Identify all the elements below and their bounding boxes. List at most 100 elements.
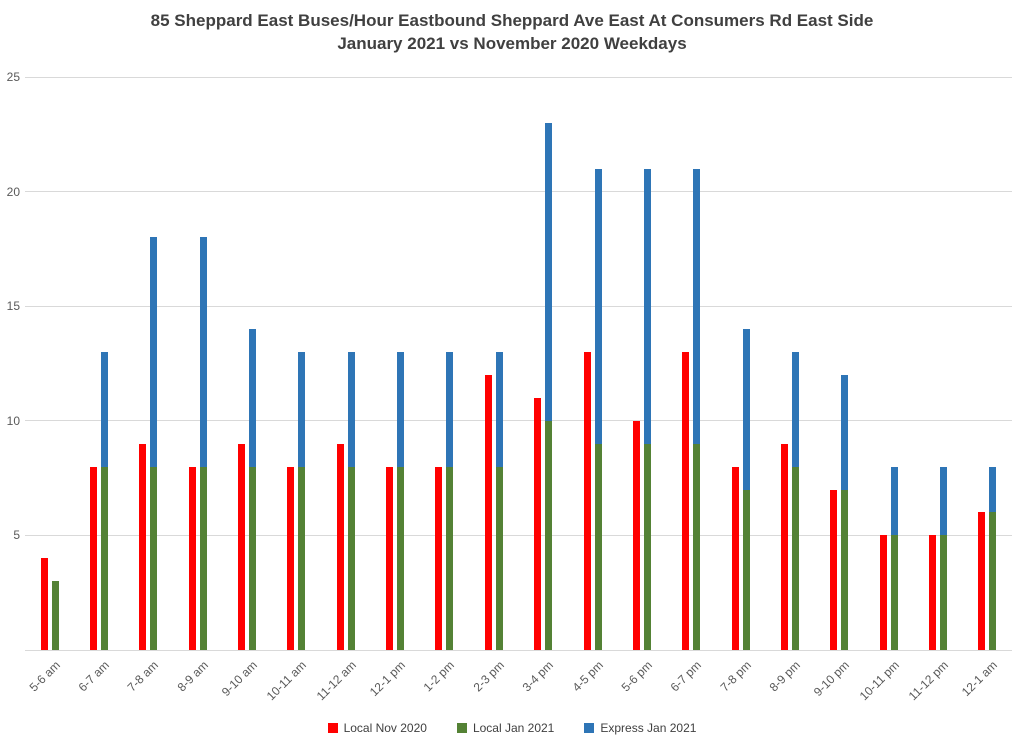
legend-item-express-jan-2021: Express Jan 2021 xyxy=(584,721,696,735)
y-axis-tick-label: 5 xyxy=(13,528,20,543)
bar-local-jan-2021 xyxy=(989,512,997,650)
x-axis-category-label: 9-10 pm xyxy=(811,658,853,700)
bar-express-jan-2021 xyxy=(298,352,306,467)
legend-label-express-jan-2021: Express Jan 2021 xyxy=(600,721,697,735)
x-axis-category-label: 12-1 am xyxy=(959,658,1001,700)
bar-express-jan-2021 xyxy=(347,352,355,467)
chart-title: 85 Sheppard East Buses/Hour Eastbound Sh… xyxy=(150,11,874,30)
bar-local-nov-2020 xyxy=(435,466,443,650)
x-axis-category-label: 7-8 am xyxy=(124,658,162,695)
bar-local-nov-2020 xyxy=(682,352,690,650)
bar-express-jan-2021 xyxy=(693,168,701,444)
bar-local-jan-2021 xyxy=(199,466,207,650)
x-axis-category-label: 5-6 pm xyxy=(618,658,655,695)
bar-express-jan-2021 xyxy=(199,237,207,467)
legend-label-local-nov-2020: Local Nov 2020 xyxy=(343,721,427,735)
bar-express-jan-2021 xyxy=(545,122,553,421)
x-axis-category-label: 2-3 pm xyxy=(470,658,507,695)
bar-local-jan-2021 xyxy=(298,466,306,650)
bar-local-nov-2020 xyxy=(40,558,48,650)
bar-local-nov-2020 xyxy=(386,466,394,650)
x-axis-category-label: 8-9 am xyxy=(174,658,211,695)
bar-local-nov-2020 xyxy=(879,535,887,650)
legend-label-local-jan-2021: Local Jan 2021 xyxy=(472,721,555,735)
bar-local-jan-2021 xyxy=(742,489,750,650)
bar-local-nov-2020 xyxy=(928,535,936,650)
x-axis-category-label: 3-4 pm xyxy=(519,658,557,695)
bar-local-nov-2020 xyxy=(780,443,788,650)
bar-local-jan-2021 xyxy=(495,466,503,650)
y-axis-tick-label: 10 xyxy=(6,413,20,428)
bar-local-jan-2021 xyxy=(890,535,898,650)
x-axis-category-label: 8-9 pm xyxy=(766,658,803,695)
bar-local-nov-2020 xyxy=(90,466,98,650)
bar-express-jan-2021 xyxy=(150,237,158,467)
bar-local-nov-2020 xyxy=(830,489,838,650)
y-axis-tick-label: 15 xyxy=(6,299,20,314)
bar-local-jan-2021 xyxy=(150,466,158,650)
bar-local-jan-2021 xyxy=(397,466,405,650)
bar-local-jan-2021 xyxy=(939,535,947,650)
x-axis-category-label: 4-5 pm xyxy=(569,658,606,695)
legend-item-local-jan-2021: Local Jan 2021 xyxy=(456,721,555,735)
bar-express-jan-2021 xyxy=(939,466,947,536)
bar-local-jan-2021 xyxy=(791,466,799,650)
plot-area: 5 10 15 20 25 5-6 am 6-7 am 7-8 am 8-9 am 9-10 am… xyxy=(7,70,1012,703)
x-axis-category-label: 6-7 am xyxy=(75,658,112,695)
bar-local-jan-2021 xyxy=(643,443,651,650)
bar-express-jan-2021 xyxy=(742,329,750,490)
bar-local-nov-2020 xyxy=(978,512,986,650)
x-axis-category-label: 10-11 pm xyxy=(856,658,902,704)
bar-express-jan-2021 xyxy=(890,466,898,536)
legend-item-local-nov-2020: Local Nov 2020 xyxy=(327,721,427,735)
bar-express-jan-2021 xyxy=(249,329,257,467)
bar-local-jan-2021 xyxy=(693,443,701,650)
gridline xyxy=(25,305,1012,307)
x-axis-category-label: 6-7 pm xyxy=(667,658,705,695)
y-axis-tick-label: 20 xyxy=(6,184,20,199)
bar-local-jan-2021 xyxy=(594,443,602,650)
x-axis-category-label: 11-12 am xyxy=(313,658,359,704)
bar-local-nov-2020 xyxy=(287,466,295,650)
legend-swatch-express-jan-2021 xyxy=(584,723,595,733)
gridline xyxy=(25,191,1012,193)
x-axis-category-label: 9-10 am xyxy=(218,658,260,700)
legend-swatch-local-nov-2020 xyxy=(327,723,338,733)
gridline xyxy=(25,76,1012,78)
bar-local-nov-2020 xyxy=(583,352,591,650)
bar-express-jan-2021 xyxy=(495,352,503,467)
bar-local-nov-2020 xyxy=(632,420,640,650)
x-axis-category-label: 1-2 pm xyxy=(421,658,458,695)
bar-local-nov-2020 xyxy=(139,443,147,650)
bar-local-jan-2021 xyxy=(249,466,257,650)
y-axis-tick-label: 25 xyxy=(6,70,20,84)
x-axis-category-label: 7-8 pm xyxy=(717,658,754,695)
bar-local-jan-2021 xyxy=(101,466,109,650)
bar-local-nov-2020 xyxy=(238,443,246,650)
gridline xyxy=(25,420,1012,422)
bar-express-jan-2021 xyxy=(643,168,651,444)
bar-local-nov-2020 xyxy=(336,443,344,650)
bar-local-jan-2021 xyxy=(545,420,553,650)
bar-express-jan-2021 xyxy=(446,352,454,467)
bar-local-jan-2021 xyxy=(347,466,355,650)
bar-express-jan-2021 xyxy=(594,168,602,444)
legend: Local Nov 2020 Local Jan 2021 Express Jan … xyxy=(0,721,1024,735)
bar-express-jan-2021 xyxy=(841,374,849,490)
bar-local-jan-2021 xyxy=(446,466,454,650)
bar-local-nov-2020 xyxy=(484,374,492,650)
legend-swatch-local-jan-2021 xyxy=(456,723,467,733)
bar-local-nov-2020 xyxy=(534,397,542,650)
bar-local-jan-2021 xyxy=(841,489,849,650)
bar-express-jan-2021 xyxy=(397,352,405,467)
bar-local-jan-2021 xyxy=(51,581,59,650)
bar-local-nov-2020 xyxy=(188,466,196,650)
x-axis-category-label: 12-1 pm xyxy=(366,658,409,700)
chart-subtitle: January 2021 vs November 2020 Weekdays xyxy=(337,34,687,53)
bar-express-jan-2021 xyxy=(101,352,109,467)
x-axis-category-label: 10-11 am xyxy=(264,658,310,704)
chart-title-block: 85 Sheppard East Buses/Hour Eastbound Sh… xyxy=(0,9,1024,55)
gridline xyxy=(25,534,1012,536)
bar-express-jan-2021 xyxy=(989,466,997,513)
